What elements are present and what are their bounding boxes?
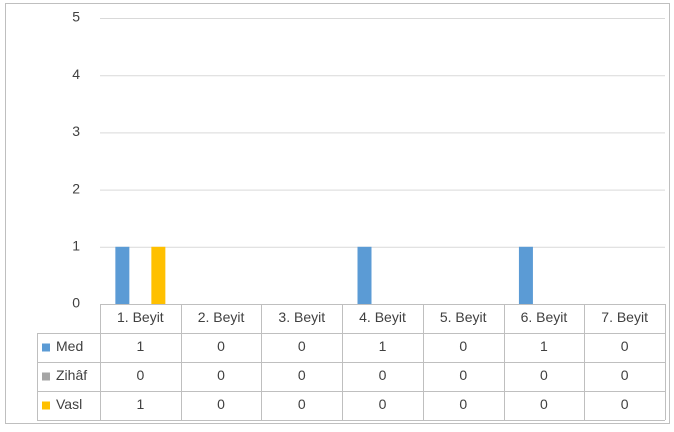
y-tick-label: 5 <box>72 9 80 25</box>
x-tick-label: 7. Beyit <box>601 309 648 325</box>
table-value: 0 <box>298 396 306 412</box>
table-value: 0 <box>621 367 629 383</box>
table-value: 0 <box>540 396 548 412</box>
table-value: 0 <box>217 396 225 412</box>
legend-key <box>42 401 50 410</box>
table-value: 0 <box>459 367 467 383</box>
x-tick-label: 1. Beyit <box>117 309 164 325</box>
legend-label: Vasl <box>56 396 82 412</box>
legend-label: Zihâf <box>56 367 87 383</box>
table-value: 0 <box>217 338 225 354</box>
y-tick-label: 0 <box>72 295 80 311</box>
legend-label: Med <box>56 338 83 354</box>
bar <box>518 246 533 304</box>
y-tick-label: 4 <box>72 66 80 82</box>
table-value: 1 <box>379 338 387 354</box>
bar <box>151 246 166 304</box>
legend-key <box>42 343 50 352</box>
table-value: 0 <box>379 396 387 412</box>
table-value: 1 <box>136 396 144 412</box>
chart-border <box>5 3 670 424</box>
table-value: 0 <box>379 367 387 383</box>
bar <box>115 246 130 304</box>
x-tick-label: 2. Beyit <box>198 309 245 325</box>
table-value: 0 <box>621 338 629 354</box>
legend-key <box>42 372 50 381</box>
table-value: 0 <box>621 396 629 412</box>
table-value: 0 <box>298 367 306 383</box>
x-tick-label: 3. Beyit <box>278 309 325 325</box>
table-value: 0 <box>217 367 225 383</box>
bar <box>357 246 372 304</box>
table-value: 0 <box>298 338 306 354</box>
y-tick-label: 1 <box>72 238 80 254</box>
x-tick-label: 4. Beyit <box>359 309 406 325</box>
table-value: 1 <box>540 338 548 354</box>
table-value: 0 <box>540 367 548 383</box>
x-tick-label: 5. Beyit <box>440 309 487 325</box>
table-value: 0 <box>459 396 467 412</box>
table-value: 0 <box>459 338 467 354</box>
x-tick-label: 6. Beyit <box>521 309 568 325</box>
table-value: 1 <box>136 338 144 354</box>
table-value: 0 <box>136 367 144 383</box>
y-tick-label: 2 <box>72 180 80 196</box>
y-tick-label: 3 <box>72 123 80 139</box>
